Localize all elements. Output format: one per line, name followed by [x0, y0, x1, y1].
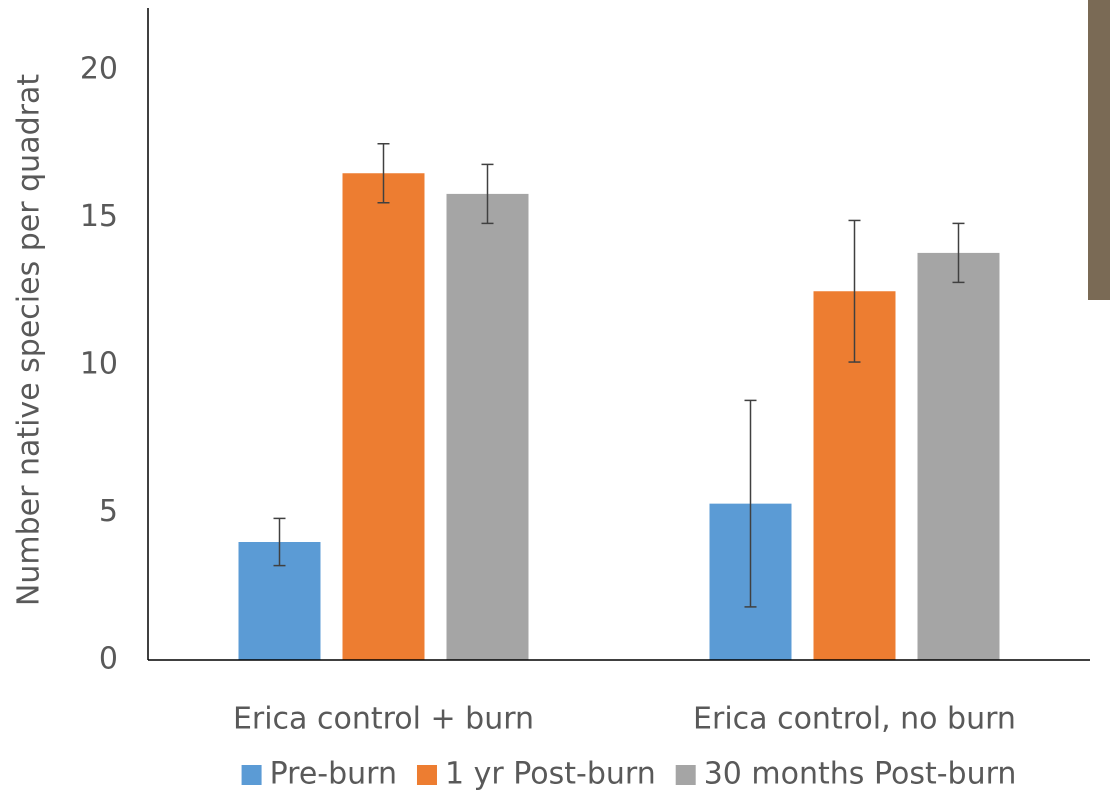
x-tick-label: Erica control + burn	[233, 702, 534, 737]
legend-swatch	[675, 765, 696, 785]
legend-label: Pre-burn	[270, 757, 397, 792]
y-tick-label: 5	[99, 494, 118, 529]
bar	[917, 252, 1000, 660]
legend-label: 30 months Post-burn	[704, 757, 1017, 792]
error-bar	[848, 219, 861, 363]
error-bar	[481, 163, 494, 225]
bar	[446, 193, 529, 660]
y-tick-label: 10	[80, 347, 118, 382]
y-axis-label: Number native species per quadrat	[12, 74, 47, 606]
x-tick-label: Erica control, no burn	[693, 702, 1016, 737]
error-bar	[744, 399, 757, 608]
photo-fragment	[1088, 0, 1110, 300]
y-tick-label: 0	[99, 642, 118, 677]
legend-swatch	[241, 765, 262, 785]
y-tick-label: 15	[80, 199, 118, 234]
legend-label: 1 yr Post-burn	[445, 757, 656, 792]
error-bar	[377, 143, 390, 204]
y-tick-label: 20	[80, 52, 118, 87]
legend-swatch	[416, 765, 437, 785]
error-bar	[952, 222, 965, 284]
error-bar	[273, 517, 286, 567]
bar	[342, 173, 425, 660]
